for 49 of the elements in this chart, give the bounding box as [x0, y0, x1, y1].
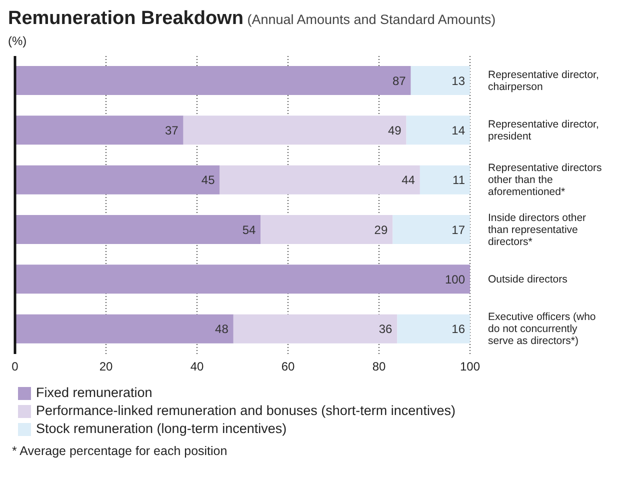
- y-tick-label: Representative directors other than the aforementioned*: [488, 162, 602, 198]
- bar: [15, 215, 261, 244]
- legend-label: Fixed remuneration: [36, 384, 152, 402]
- x-tick-label: 20: [99, 360, 113, 374]
- text: * Average percentage for each position: [11, 444, 228, 458]
- data-label: 16: [452, 322, 466, 336]
- bar: [15, 165, 220, 194]
- bar: [397, 314, 470, 344]
- data-label: 87: [392, 74, 406, 88]
- x-tick-label: 80: [372, 360, 386, 374]
- data-label: 44: [402, 173, 416, 188]
- text: (%): [8, 34, 28, 48]
- bar: [15, 66, 411, 95]
- data-label: 45: [201, 173, 216, 188]
- x-tick-label: 40: [190, 360, 204, 374]
- y-tick-label: Inside directors other than representative directors*: [488, 212, 587, 248]
- bar: [183, 116, 406, 145]
- bar: [260, 215, 393, 244]
- data-label: 36: [378, 322, 393, 336]
- data-label: 29: [374, 222, 388, 237]
- bar: [392, 215, 470, 244]
- bar: [420, 165, 470, 194]
- x-tick-label: 0: [12, 360, 19, 374]
- x-tick-label: 100: [460, 360, 480, 374]
- data-label: 11: [452, 173, 466, 188]
- bar: [406, 116, 470, 145]
- y-tick-label: Outside directors: [488, 273, 568, 286]
- bar: [15, 264, 470, 294]
- data-label: 14: [452, 123, 466, 138]
- bar: [233, 314, 398, 344]
- bar: [15, 116, 184, 145]
- data-label: 100: [444, 272, 466, 286]
- legend-label: Performance-linked remuneration and bonuses (short-term incentives): [36, 402, 456, 420]
- data-label: 48: [215, 322, 229, 336]
- y-tick-label: Representative director, chairperson: [488, 68, 599, 93]
- chart-subtitle: (Annual Amounts and Standard Amounts): [246, 12, 496, 27]
- y-tick-label: Executive officers (who do not concurrently serve as directors*): [488, 310, 596, 347]
- data-label: 13: [452, 74, 466, 88]
- y-tick-label: Representative director, president: [488, 118, 599, 142]
- data-label: 17: [452, 222, 466, 237]
- bar: [410, 66, 470, 95]
- x-tick-label: 60: [281, 360, 295, 374]
- bar: [220, 165, 420, 194]
- data-label: 37: [164, 123, 179, 138]
- data-label: 54: [242, 222, 256, 237]
- data-label: 49: [388, 123, 402, 138]
- chart-title: Remuneration Breakdown: [8, 8, 244, 29]
- legend-label: Stock remuneration (long-term incentives): [36, 420, 287, 438]
- bar: [15, 314, 234, 344]
